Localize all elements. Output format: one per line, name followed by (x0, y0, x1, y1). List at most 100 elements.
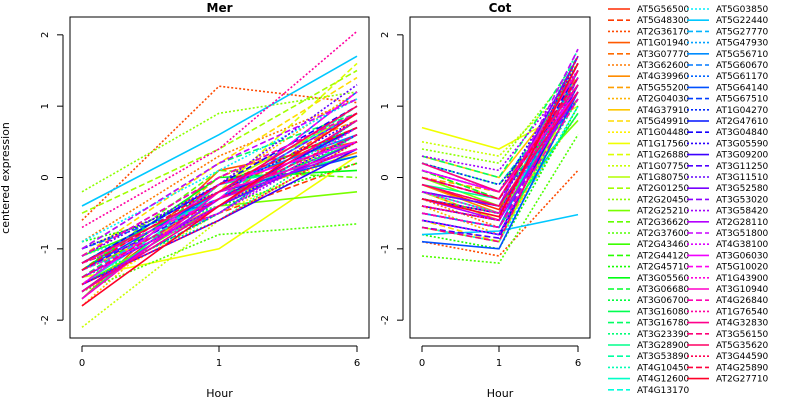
mer-series-line (81, 133, 358, 279)
legend-label: AT2G47610 (716, 117, 769, 127)
cot-series-line (421, 55, 579, 222)
mer-series-line (81, 126, 358, 271)
legend-label: AT3G07770 (637, 50, 690, 60)
legend-label: AT5G61170 (716, 72, 769, 82)
legend-label: AT2G01250 (637, 184, 690, 194)
mer-y-axis: -2 -1 0 1 2 (40, 32, 64, 325)
legend-label: AT1G43900 (716, 274, 769, 284)
cot-x-tick-label: 0 (419, 358, 425, 369)
mer-y-tick-label: 2 (40, 32, 51, 38)
cot-series-line (421, 77, 579, 200)
legend-label: AT1G07750 (637, 162, 690, 172)
legend-label: AT3G51800 (716, 229, 769, 239)
legend-label: AT2G43460 (637, 240, 690, 250)
panel-cot-title: Cot (489, 1, 512, 15)
cot-y-axis: -2 -1 0 1 2 (380, 32, 404, 325)
legend-label: AT3G53020 (716, 195, 769, 205)
mer-series-line (81, 112, 358, 307)
legend-label: AT2G37600 (637, 229, 690, 239)
legend-label: AT4G13170 (637, 386, 690, 396)
legend-label: AT5G49910 (637, 117, 690, 127)
cot-series-line (421, 91, 579, 186)
legend-label: AT3G11250 (716, 162, 769, 172)
cot-lines (421, 48, 579, 264)
legend-label: AT3G05590 (716, 139, 769, 149)
panel-cot: Cot -2 -1 0 1 2 0 1 6 (380, 1, 591, 369)
cot-y-tick-label: 1 (380, 103, 391, 109)
legend-label: AT5G48300 (637, 16, 690, 26)
legend-label: AT3G52580 (716, 184, 769, 194)
cot-series-line (421, 98, 579, 200)
cot-series-line (421, 91, 579, 229)
legend-label: AT4G38100 (716, 240, 769, 250)
mer-y-tick-label: 0 (40, 174, 51, 180)
cot-series-line (421, 213, 579, 236)
legend-label: AT4G10450 (637, 363, 690, 373)
legend-label: AT4G32830 (716, 319, 769, 329)
legend-label: AT5G10020 (716, 263, 769, 273)
legend-label: AT1G17560 (637, 139, 690, 149)
cot-series-line (421, 91, 579, 243)
legend-label: AT5G64140 (716, 83, 769, 93)
cot-x-axis: 0 1 6 (419, 345, 581, 369)
legend-label: AT2G36170 (637, 27, 690, 37)
mer-series-line (81, 91, 358, 264)
cot-series-line (421, 91, 579, 222)
legend-label: AT3G11510 (716, 173, 769, 183)
legend-label: AT3G16080 (637, 307, 690, 317)
legend-label: AT3G53890 (637, 352, 690, 362)
legend-label: AT3G04840 (716, 128, 769, 138)
legend-label: AT1G26880 (637, 151, 690, 161)
mer-series-line (81, 223, 358, 293)
panel-mer: Mer -2 -1 0 1 2 0 1 6 (40, 1, 370, 369)
legend-label: AT5G56500 (637, 5, 690, 15)
legend-label: AT4G25890 (716, 363, 769, 373)
legend-label: AT3G62600 (637, 61, 690, 71)
mer-lines (81, 30, 358, 328)
legend-label: AT5G22440 (716, 16, 769, 26)
cot-series-line (421, 77, 579, 157)
legend-label: AT2G36620 (637, 218, 690, 228)
legend-label: AT3G09200 (716, 151, 769, 161)
legend-label: AT2G45710 (637, 263, 690, 273)
legend-label: AT5G27770 (716, 27, 769, 37)
mer-series-line (81, 91, 358, 193)
legend-label: AT1G76540 (716, 307, 769, 317)
legend-label: AT1G80750 (637, 173, 690, 183)
mer-y-tick-label: -1 (40, 244, 51, 254)
legend-label: AT5G35620 (716, 341, 769, 351)
mer-y-tick-label: -2 (40, 315, 51, 325)
legend-label: AT4G37910 (637, 106, 690, 116)
legend-label: AT2G25210 (637, 207, 690, 217)
legend-label: AT5G55200 (637, 83, 690, 93)
mer-series-line (81, 69, 358, 214)
mer-series-line (81, 105, 358, 264)
y-axis-label: centered expression (0, 122, 12, 234)
cot-y-tick-label: -1 (380, 244, 391, 254)
mer-series-line (81, 84, 358, 257)
legend-label: AT5G03850 (716, 5, 769, 15)
cot-y-tick-label: 0 (380, 174, 391, 180)
mer-series-line (81, 30, 358, 229)
legend-label: AT5G60670 (716, 61, 769, 71)
cot-y-tick-label: 2 (380, 32, 391, 38)
mer-x-tick-label: 0 (79, 358, 85, 369)
legend-label: AT2G20450 (637, 195, 690, 205)
cot-series-line (421, 77, 579, 239)
panel-mer-title: Mer (207, 1, 233, 15)
legend-label: AT3G06030 (716, 251, 769, 261)
mer-series-line (81, 141, 358, 286)
legend-label: AT2G28110 (716, 218, 769, 228)
mer-x-tick-label: 1 (216, 358, 222, 369)
cot-y-tick-label: -2 (380, 315, 391, 325)
mer-series-line (81, 112, 358, 257)
legend-label: AT3G56150 (716, 330, 769, 340)
legend-label: AT1G04480 (637, 128, 690, 138)
x-axis-label-mer: Hour (206, 387, 233, 400)
mer-x-tick-label: 6 (354, 358, 360, 369)
mer-series-line (81, 155, 358, 279)
legend-label: AT5G56710 (716, 50, 769, 60)
legend-label: AT4G12600 (637, 375, 690, 385)
legend-label: AT3G28900 (637, 341, 690, 351)
